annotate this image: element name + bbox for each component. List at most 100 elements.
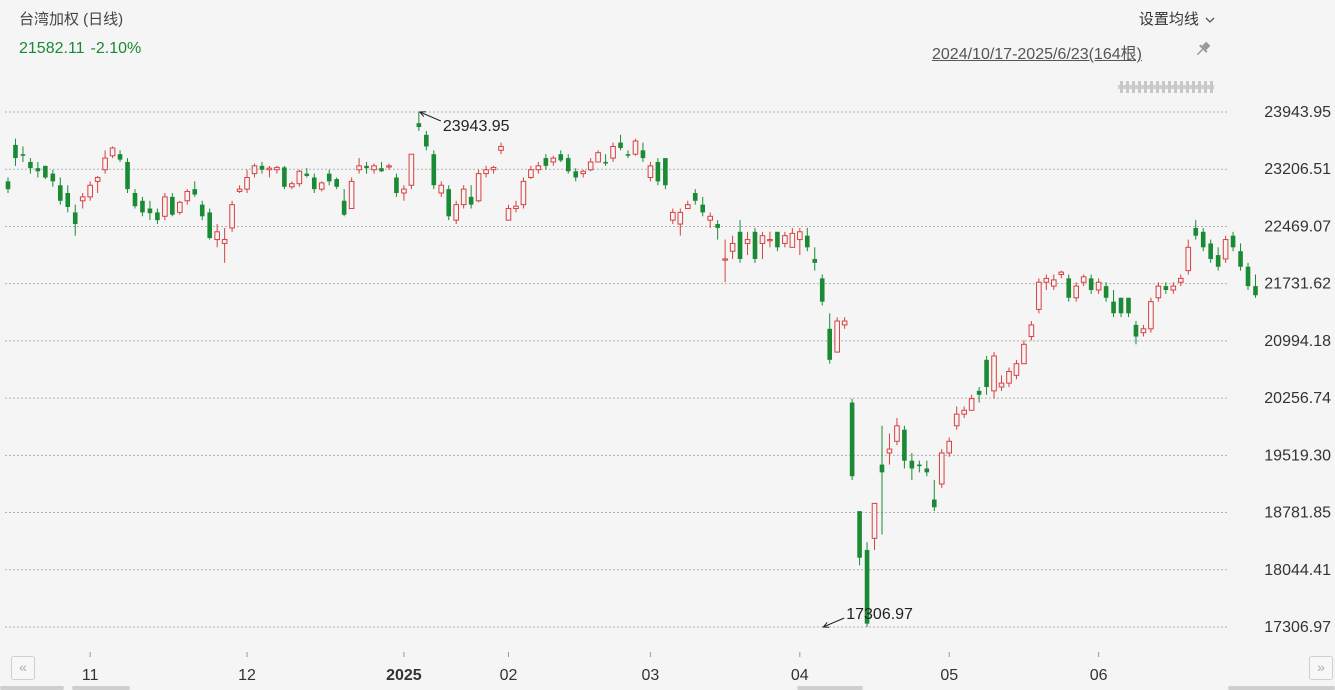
candle-body — [94, 176, 101, 182]
candle-body — [864, 549, 870, 624]
candle-body — [543, 158, 549, 166]
ma-setting-button[interactable]: 设置均线 — [1139, 8, 1215, 29]
candle — [35, 161, 41, 178]
candle — [543, 154, 549, 170]
candle — [938, 449, 945, 488]
ma-legend-tick — [1156, 81, 1159, 93]
candle-body — [1028, 324, 1035, 338]
candle — [782, 231, 788, 248]
scrollbar-thumb[interactable] — [0, 686, 64, 690]
candle — [670, 208, 676, 225]
candle-body — [341, 200, 347, 215]
timeline-scrollbar[interactable] — [0, 686, 1335, 690]
annotation-arrowhead — [822, 622, 830, 628]
candle — [647, 161, 654, 182]
candle — [170, 193, 175, 217]
candle-body — [221, 239, 228, 244]
candle-body — [1170, 285, 1177, 291]
candle-body — [767, 239, 773, 242]
scrollbar-thumb[interactable] — [797, 686, 863, 690]
candle — [379, 161, 384, 173]
candle-body — [109, 147, 116, 157]
double-chevron-left-icon: « — [19, 659, 27, 675]
candle — [849, 398, 855, 481]
candle-body — [998, 382, 1005, 388]
scrollbar-thumb[interactable] — [72, 686, 130, 690]
candle — [976, 386, 982, 403]
candle-body — [938, 452, 945, 485]
candle — [498, 142, 504, 155]
candle-body — [729, 242, 736, 252]
pin-icon[interactable] — [1194, 40, 1212, 58]
scroll-right-button[interactable]: » — [1309, 656, 1333, 680]
candle — [1066, 274, 1072, 302]
candle — [1036, 278, 1042, 314]
candle-body — [849, 402, 855, 477]
candle-body — [207, 212, 212, 239]
ma-legend-tick — [1132, 81, 1135, 93]
candle-body — [505, 208, 512, 221]
x-tick-label: 11 — [82, 667, 99, 684]
annotation-arrowhead — [418, 111, 426, 117]
candle — [304, 168, 310, 178]
candle-body — [453, 204, 459, 221]
candle — [207, 208, 212, 240]
candle — [902, 425, 907, 469]
candle — [1080, 274, 1087, 287]
chevron-down-icon — [1205, 17, 1215, 23]
candle-body — [819, 278, 825, 302]
candle-body — [416, 123, 422, 128]
candle-body — [550, 157, 557, 163]
candle-body — [1253, 286, 1258, 296]
ma-legend-tick — [1174, 81, 1177, 93]
candle-body — [894, 425, 900, 442]
candle — [894, 418, 900, 446]
candle-body — [663, 158, 668, 186]
ma-legend-tick — [1162, 81, 1165, 93]
candle — [311, 173, 317, 194]
candle-body — [348, 180, 355, 210]
high-annotation: 23943.95 — [418, 111, 510, 135]
candle — [416, 112, 422, 131]
candle-body — [528, 169, 534, 178]
candle-body — [1013, 363, 1020, 376]
candle — [879, 425, 885, 535]
candle-body — [984, 359, 989, 387]
candle — [968, 394, 975, 411]
candle — [102, 150, 108, 174]
candle-body — [236, 188, 243, 192]
y-tick-label: 20994.18 — [1264, 333, 1331, 350]
scrollbar-thumb[interactable] — [1228, 686, 1335, 690]
candle-body — [737, 231, 743, 259]
candle-body — [1148, 301, 1154, 330]
candle-body — [1185, 246, 1192, 272]
ma-legend-tick — [1198, 81, 1201, 93]
double-chevron-right-icon: » — [1317, 659, 1325, 675]
candle — [236, 185, 243, 194]
candle — [804, 227, 810, 252]
candle — [87, 181, 93, 201]
ma-legend-tick — [1126, 81, 1129, 93]
candle — [812, 247, 818, 271]
candle — [221, 227, 228, 263]
ma-legend-tick — [1186, 81, 1189, 93]
y-tick-label: 21731.62 — [1264, 276, 1331, 293]
candle — [752, 227, 758, 263]
quote-line: 21582.11 -2.10% — [19, 40, 147, 58]
scroll-left-button[interactable]: « — [11, 656, 35, 680]
candle — [663, 158, 668, 190]
candle — [580, 169, 586, 178]
candle — [1185, 239, 1192, 275]
candle — [841, 317, 848, 329]
candle-body — [692, 193, 698, 201]
candle-body — [513, 205, 519, 210]
candle-body — [587, 161, 594, 171]
index-title: 台湾加权 (日线) — [19, 11, 124, 28]
candle — [132, 189, 138, 209]
candle — [1126, 297, 1131, 318]
date-range[interactable]: 2024/10/17-2025/6/23(164根) — [932, 46, 1142, 63]
candle-body — [670, 211, 676, 221]
candle — [5, 177, 11, 194]
candle — [1200, 227, 1206, 252]
candle — [834, 317, 840, 353]
